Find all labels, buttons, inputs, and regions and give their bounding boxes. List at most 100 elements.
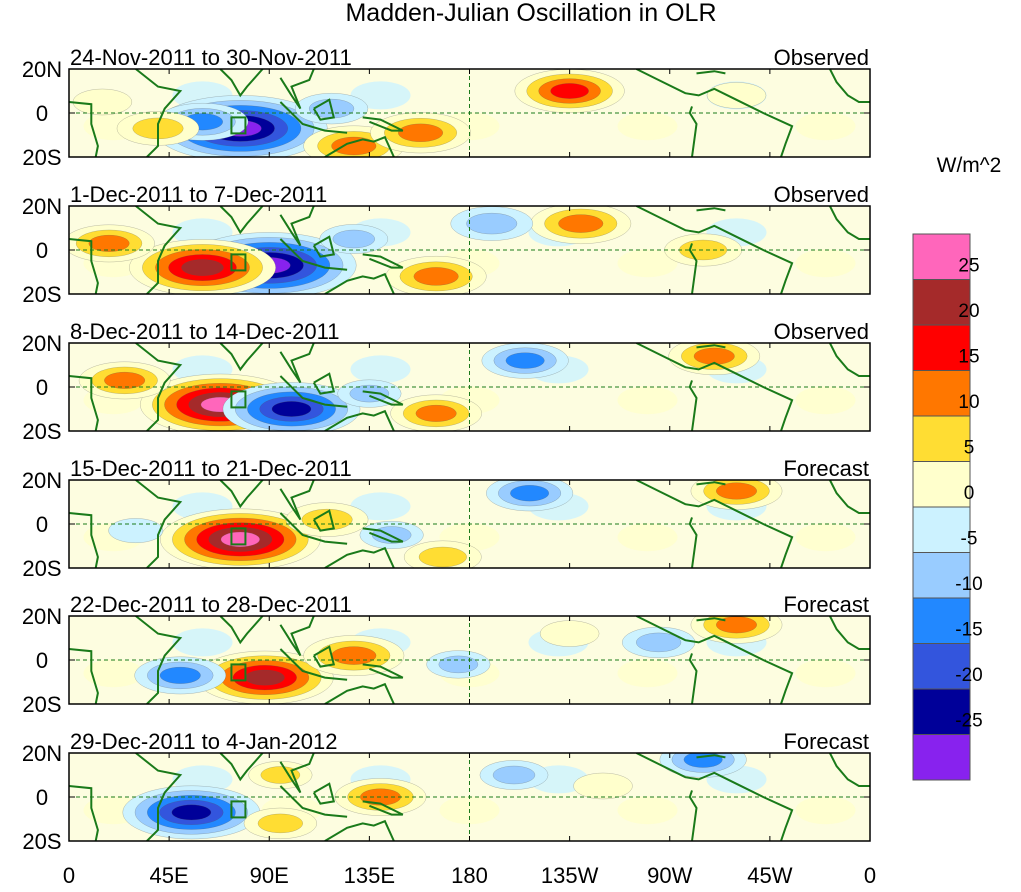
coastline bbox=[688, 380, 698, 431]
anomaly-field bbox=[72, 69, 856, 157]
coastlines bbox=[69, 753, 870, 841]
contour-level bbox=[257, 813, 304, 834]
chart-title: Madden-Julian Oscillation in OLR bbox=[345, 0, 716, 27]
coastline bbox=[829, 753, 870, 787]
contour-level bbox=[108, 518, 164, 544]
coastline bbox=[829, 206, 870, 240]
coastline bbox=[279, 343, 315, 384]
x-tick-label: 180 bbox=[451, 863, 488, 887]
contour-level bbox=[72, 88, 133, 116]
coastline bbox=[696, 754, 726, 759]
contour-level bbox=[181, 259, 224, 276]
coastline bbox=[279, 753, 315, 794]
contour-level bbox=[418, 546, 467, 568]
coastline bbox=[219, 480, 264, 509]
coastline bbox=[135, 616, 183, 704]
panel-kind-label: Forecast bbox=[783, 729, 869, 754]
contour-level bbox=[573, 772, 633, 800]
contour-level bbox=[706, 82, 767, 109]
colorbar-swatch bbox=[912, 279, 971, 326]
background-band bbox=[350, 355, 411, 384]
anomaly-field bbox=[69, 206, 856, 294]
anomaly-field bbox=[83, 480, 856, 568]
coastline bbox=[688, 653, 698, 704]
background-band bbox=[350, 492, 411, 521]
y-tick-label: 20N bbox=[22, 741, 62, 766]
colorbar-units-label: W/m^2 bbox=[937, 154, 1002, 177]
background-band bbox=[795, 659, 856, 688]
anomaly-cell bbox=[690, 480, 783, 510]
x-axis: 0 45E 90E 135E 180 135W 90W 45W 0 bbox=[63, 863, 876, 888]
panel-4: 20N 0 20S 15-Dec-2011 to 21-Dec-2011 Forecas… bbox=[22, 456, 871, 581]
contour-level bbox=[171, 804, 212, 821]
coastline bbox=[324, 546, 395, 568]
coastline bbox=[688, 243, 698, 294]
colorbar-label: 10 bbox=[958, 392, 979, 413]
y-tick-label: 0 bbox=[36, 375, 48, 400]
background-band bbox=[617, 659, 678, 688]
coastline bbox=[696, 207, 726, 212]
anomaly-cell bbox=[479, 760, 549, 790]
index-box bbox=[230, 116, 247, 135]
background-band bbox=[795, 386, 856, 415]
coastline bbox=[135, 480, 183, 568]
contour-level bbox=[331, 136, 377, 156]
anomaly-cell bbox=[129, 239, 276, 294]
panel-2: 20N 0 20S 1-Dec-2011 to 7-Dec-2011 Observed bbox=[22, 182, 871, 307]
colorbar-swatch bbox=[912, 552, 971, 599]
index-box bbox=[230, 253, 247, 272]
colorbar-label: 0 bbox=[964, 483, 975, 504]
anomaly-cell bbox=[539, 620, 600, 647]
background-band bbox=[617, 796, 678, 825]
coastline bbox=[696, 70, 726, 75]
coastline bbox=[219, 616, 264, 645]
colorbar-label: 5 bbox=[964, 438, 975, 459]
coastline bbox=[324, 682, 395, 704]
anomaly-cell bbox=[69, 224, 155, 263]
coastline bbox=[135, 753, 183, 841]
colorbar-swatch bbox=[912, 324, 971, 371]
background-band bbox=[350, 81, 411, 110]
panel-6: 20N 0 20S 29-Dec-2011 to 4-Jan-2012 Forecast bbox=[22, 729, 871, 854]
colorbar: 25 20 15 10 5 0 -5 -10 -15 -20 -25 bbox=[912, 233, 983, 781]
index-box bbox=[230, 390, 247, 409]
panel-1: 20N 0 20S 24-Nov-2011 to 30-Nov-2011 Observe… bbox=[22, 45, 871, 170]
anomaly-cell bbox=[706, 82, 767, 109]
x-tick-label: 90W bbox=[647, 863, 692, 887]
anomaly-cell bbox=[108, 518, 164, 544]
y-tick-label: 20S bbox=[22, 145, 61, 170]
coastline bbox=[279, 512, 348, 545]
coastline bbox=[279, 69, 315, 110]
panel-kind-label: Forecast bbox=[783, 456, 869, 481]
coastline bbox=[829, 616, 870, 650]
contour-level bbox=[635, 632, 682, 653]
x-tick-label: 135W bbox=[541, 863, 599, 887]
y-tick-label: 20N bbox=[22, 57, 62, 82]
index-box bbox=[230, 527, 247, 546]
anomaly-cell bbox=[134, 656, 227, 695]
coastline bbox=[279, 648, 348, 681]
coastline bbox=[279, 206, 315, 247]
panel-period-label: 22-Dec-2011 to 28-Dec-2011 bbox=[70, 592, 352, 617]
coastline bbox=[362, 663, 404, 679]
contour-level bbox=[693, 347, 735, 365]
coastline bbox=[312, 645, 336, 668]
coastline bbox=[279, 785, 348, 818]
coastline bbox=[635, 343, 794, 431]
coastline bbox=[635, 753, 794, 841]
coastline bbox=[219, 343, 264, 372]
y-tick-label: 0 bbox=[36, 101, 48, 126]
background-band bbox=[83, 659, 144, 688]
anomaly-cell bbox=[486, 480, 574, 512]
colorbar-label: -5 bbox=[961, 529, 978, 550]
anomaly-cell bbox=[481, 343, 569, 379]
background-band bbox=[617, 249, 678, 278]
coastline bbox=[696, 617, 726, 622]
coastline bbox=[279, 480, 315, 521]
x-tick-label: 45E bbox=[150, 863, 189, 887]
contour-level bbox=[397, 123, 444, 143]
coastline bbox=[69, 238, 99, 294]
anomaly-cell bbox=[573, 772, 633, 800]
index-box bbox=[230, 800, 247, 819]
coastline bbox=[362, 116, 404, 132]
